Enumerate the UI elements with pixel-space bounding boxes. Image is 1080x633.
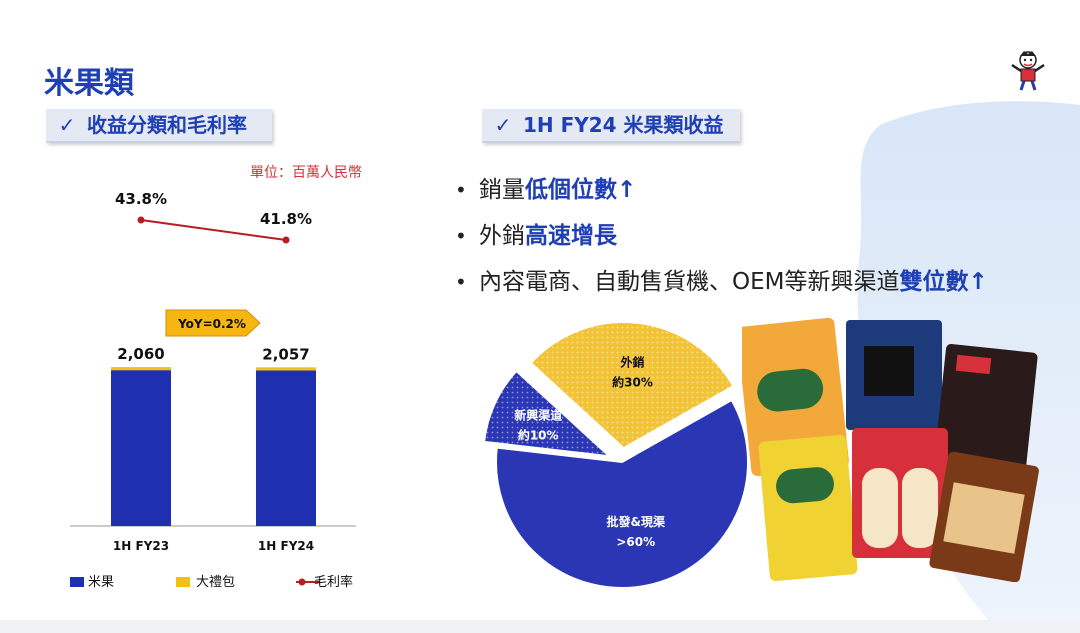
- bar-gift-pack: [111, 367, 171, 371]
- bar-gift-pack: [256, 367, 316, 371]
- product-packages-image: [742, 318, 1039, 582]
- left-section-header: ✓ 收益分類和毛利率: [46, 109, 272, 143]
- package-icon: [846, 320, 942, 430]
- bullet-dot: •: [455, 270, 467, 294]
- package-icon: [852, 428, 948, 558]
- bullet-text: 外銷: [479, 223, 525, 249]
- bullet-text: 銷量: [479, 177, 525, 203]
- bar-chart: 2,060 1H FY23 2,057 1H FY24 43.8% 41.8% YoY=0.…: [70, 190, 356, 590]
- package-icon: [742, 318, 849, 477]
- bullet-item: • 內容電商、自動售貨機、OEM等新興渠道雙位數↑: [455, 262, 988, 308]
- legend-marker-margin: [298, 578, 306, 586]
- x-tick-label: 1H FY23: [113, 539, 169, 553]
- bullet-item: • 銷量低個位數↑: [455, 170, 988, 216]
- bullet-item: • 外銷高速增長: [455, 216, 988, 262]
- bullet-list: • 銷量低個位數↑ • 外銷高速增長 • 內容電商、自動售貨機、OEM等新興渠道雙位數…: [455, 170, 988, 308]
- yoy-label: YoY=0.2%: [177, 317, 246, 331]
- margin-line: [140, 219, 287, 241]
- margin-label: 41.8%: [260, 210, 312, 228]
- yoy-arrow: [165, 309, 261, 337]
- right-section-title: 1H FY24 米果類收益: [522, 113, 724, 137]
- right-section-header: ✓ 1H FY24 米果類收益: [482, 109, 740, 143]
- margin-label: 43.8%: [115, 190, 167, 208]
- left-section-title: 收益分類和毛利率: [86, 113, 247, 137]
- pie-slice-value: >60%: [616, 535, 655, 549]
- package-icon: [934, 344, 1038, 472]
- package-icon: [929, 451, 1039, 582]
- check-icon: ✓: [58, 113, 76, 137]
- mascot-logo-icon: [1011, 51, 1045, 91]
- package-icon: [758, 434, 858, 582]
- x-tick-label: 1H FY24: [258, 539, 314, 553]
- bar-rice-cracker: [256, 370, 316, 526]
- pie-slice-name: 外銷: [620, 354, 644, 369]
- pie-slice: [482, 369, 613, 458]
- bullet-text: 內容電商、自動售貨機、OEM等新興渠道: [479, 269, 900, 295]
- slide-title: 米果類: [44, 66, 134, 101]
- legend-swatch-gift-pack: [176, 577, 190, 587]
- bullet-highlight: 高速增長: [525, 223, 617, 249]
- pie-slice-name: 批發&現渠: [607, 514, 665, 529]
- bar-total-label: 2,057: [262, 345, 309, 363]
- legend-swatch-rice-cracker: [70, 577, 84, 587]
- pie-slice: [529, 321, 735, 450]
- pie-slice-name: 新興渠道: [514, 408, 562, 423]
- pie-slice-value: 約10%: [518, 428, 559, 443]
- bar-total-label: 2,060: [117, 345, 164, 363]
- unit-label: 單位：百萬人民幣: [250, 165, 362, 181]
- pie-slice: [495, 398, 749, 589]
- legend-label: 大禮包: [196, 575, 235, 590]
- margin-point: [137, 216, 145, 224]
- pie-slice-value: 約30%: [612, 374, 653, 389]
- margin-point: [282, 236, 290, 244]
- bullet-dot: •: [455, 178, 467, 202]
- bullet-dot: •: [455, 224, 467, 248]
- legend-label: 毛利率: [314, 574, 353, 590]
- check-icon: ✓: [494, 113, 512, 137]
- bullet-highlight: 雙位數↑: [899, 269, 988, 295]
- bar-rice-cracker: [111, 370, 171, 526]
- bullet-highlight: 低個位數↑: [525, 177, 637, 203]
- legend-label: 米果: [88, 575, 114, 590]
